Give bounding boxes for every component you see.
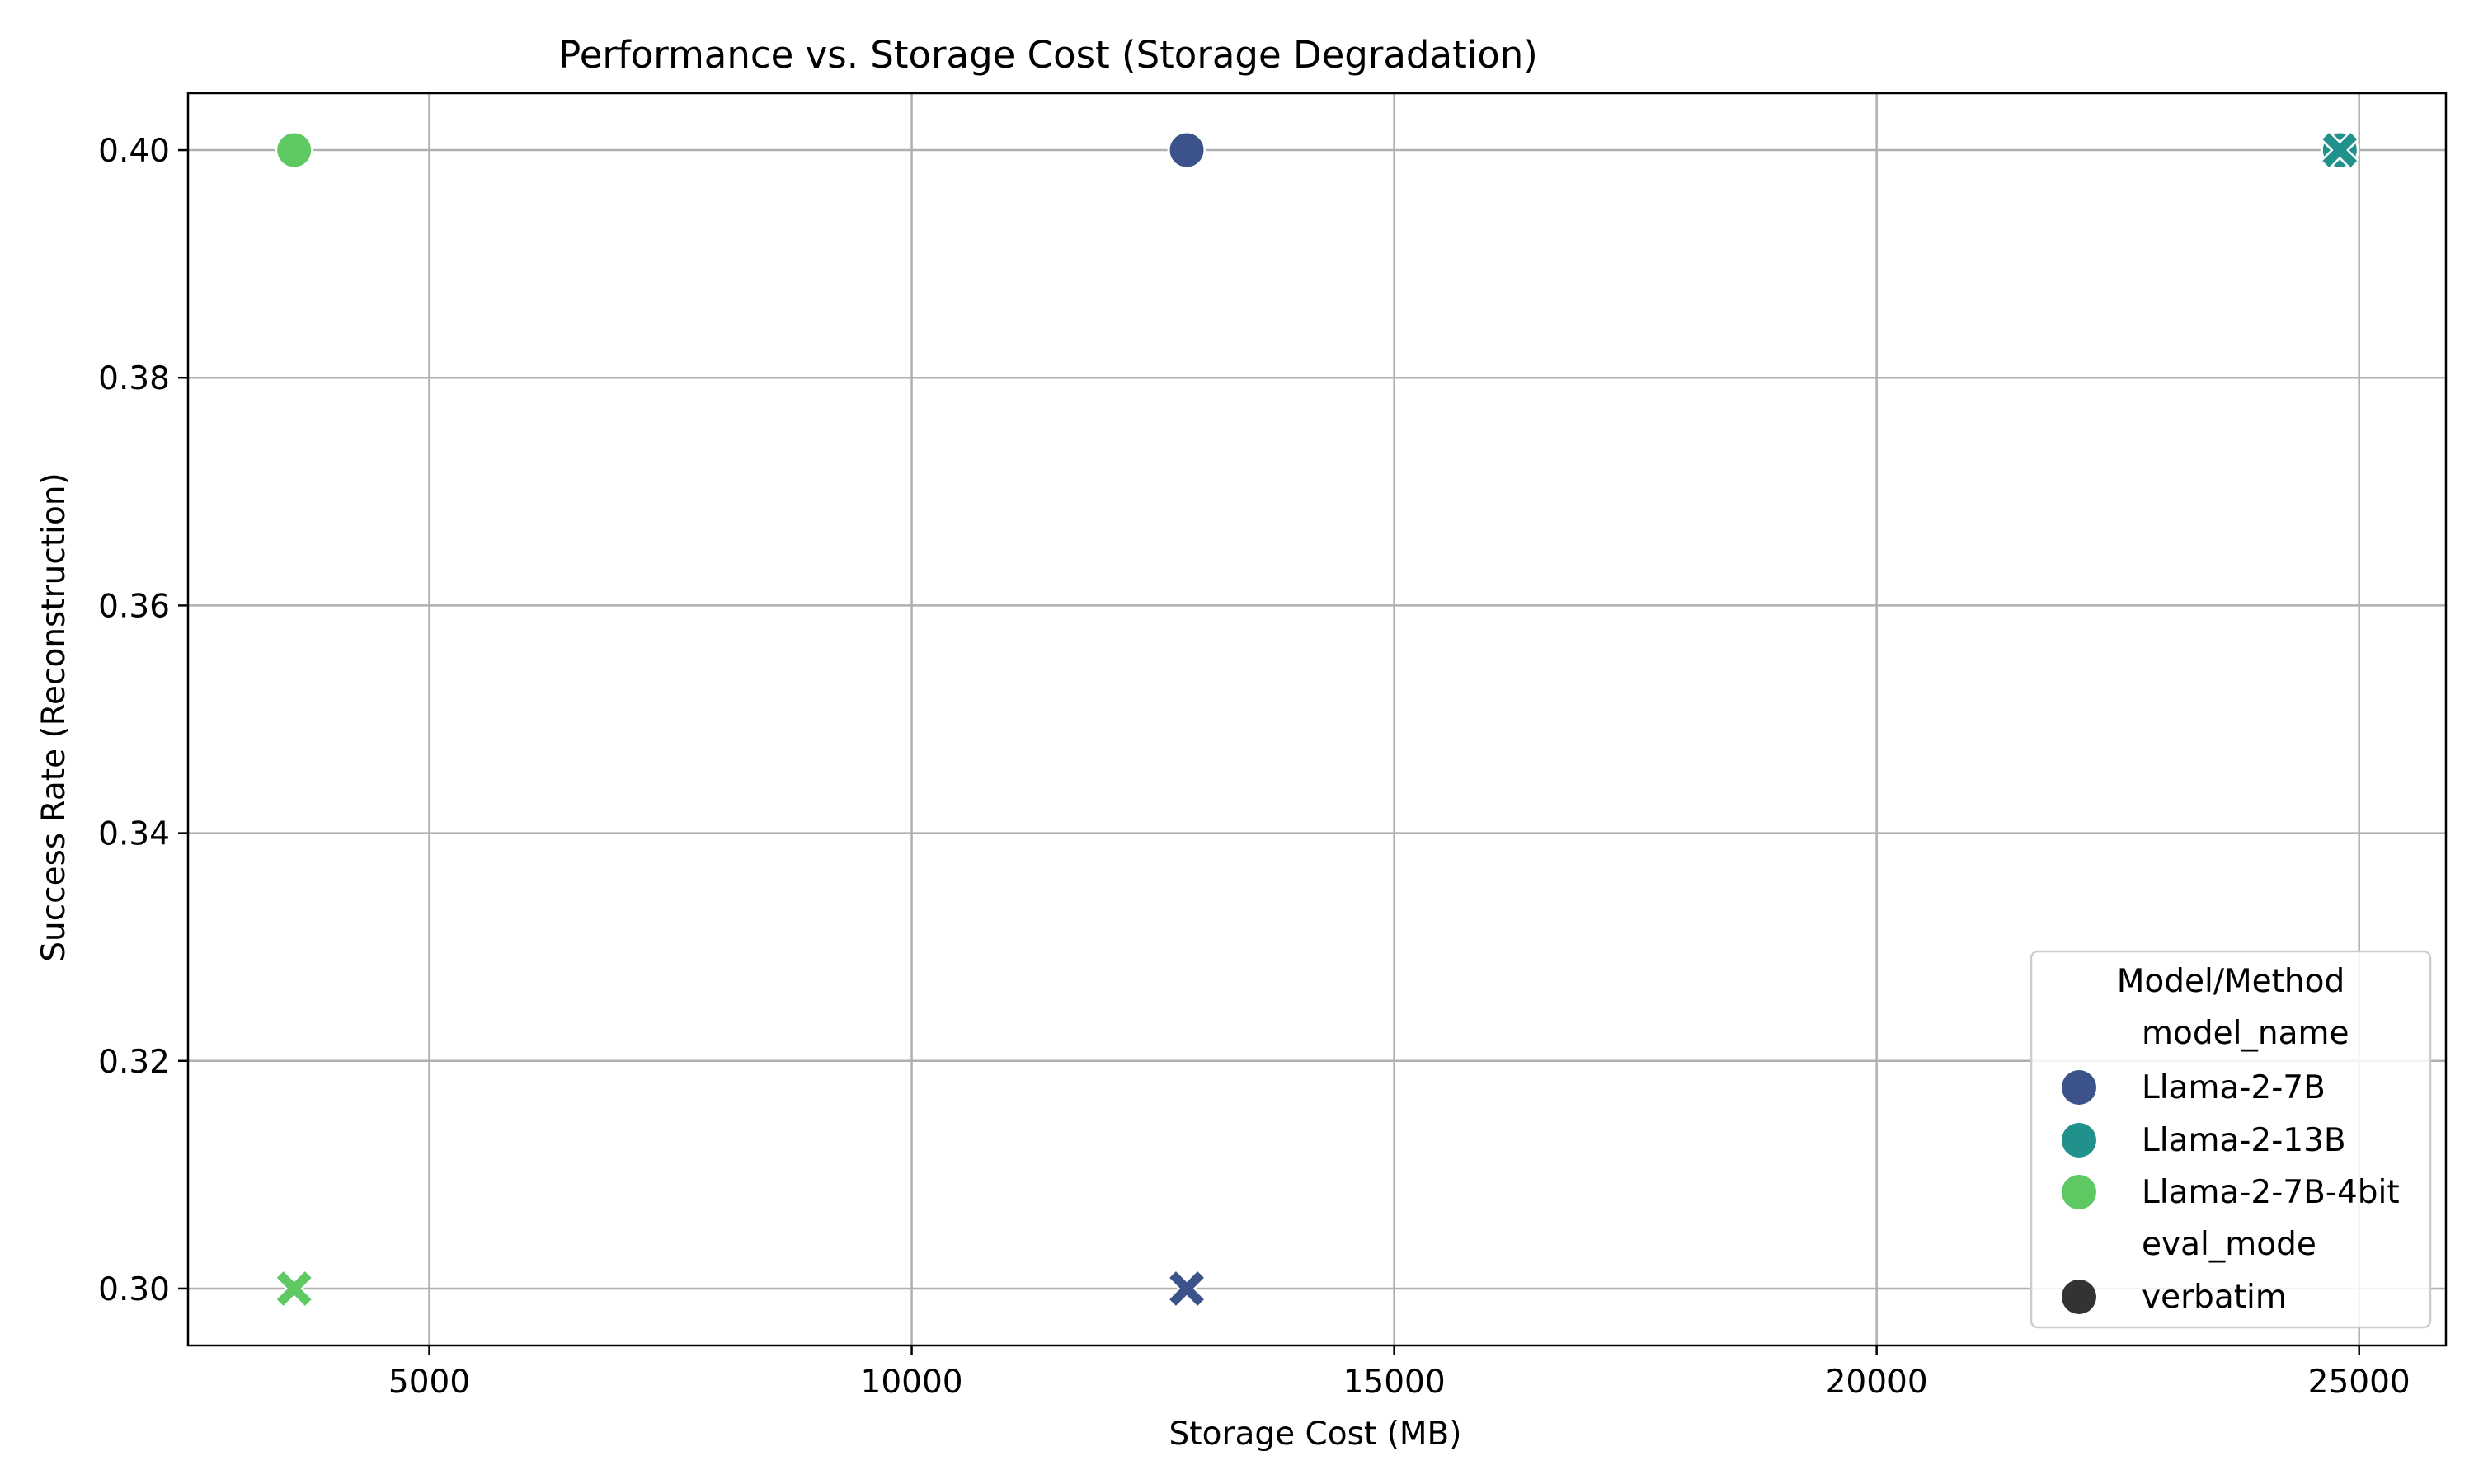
point-llama-2-7b-circle xyxy=(1167,130,1206,170)
x-tick-label: 5000 xyxy=(388,1364,470,1401)
point-llama-2-7b-4bit-x xyxy=(275,1270,313,1308)
y-tick-label: 0.36 xyxy=(98,588,170,625)
legend-hue-header: model_name xyxy=(2142,1015,2349,1052)
point-llama-2-7b-4bit-circle xyxy=(275,130,314,170)
x-tick-label: 10000 xyxy=(861,1364,963,1401)
plot-area-frame xyxy=(186,92,2448,1347)
legend-box xyxy=(2030,950,2432,1329)
x-axis-ticks: 5000 10000 15000 20000 25000 xyxy=(388,1345,2411,1401)
x-axis-label: Storage Cost (MB) xyxy=(1169,1416,1462,1453)
y-axis-label: Success Rate (Reconstruction) xyxy=(35,472,73,962)
y-tick-label: 0.30 xyxy=(98,1271,170,1308)
y-tick-label: 0.38 xyxy=(98,360,170,397)
x-tick-label: 15000 xyxy=(1343,1364,1446,1401)
legend-marker-llama-2-7b xyxy=(2062,1070,2096,1105)
point-llama-2-7b-x xyxy=(1168,1270,1206,1308)
data-points xyxy=(275,130,2359,1308)
y-axis-ticks: 0.30 0.32 0.34 0.36 0.38 0.40 xyxy=(98,133,188,1308)
y-tick-label: 0.40 xyxy=(98,133,170,170)
legend-marker-verbatim xyxy=(2062,1280,2096,1314)
legend-label-verbatim: verbatim xyxy=(2142,1279,2287,1316)
legend-marker-llama-2-7b-4bit xyxy=(2062,1175,2096,1209)
chart-title: Performance vs. Storage Cost (Storage De… xyxy=(558,33,1538,77)
y-tick-label: 0.34 xyxy=(98,816,170,853)
legend-label-llama-2-13b: Llama-2-13B xyxy=(2142,1122,2346,1159)
y-tick-label: 0.32 xyxy=(98,1044,170,1081)
legend-title: Model/Method xyxy=(2117,963,2345,1000)
x-tick-label: 25000 xyxy=(2308,1364,2411,1401)
x-tick-label: 20000 xyxy=(1826,1364,1928,1401)
legend-style-header: eval_mode xyxy=(2142,1226,2316,1263)
legend-label-llama-2-7b: Llama-2-7B xyxy=(2142,1069,2326,1106)
legend-label-llama-2-7b-4bit: Llama-2-7B-4bit xyxy=(2142,1174,2400,1211)
legend: Model/Method model_name Llama-2-7B Llama… xyxy=(2030,950,2432,1329)
point-llama-2-13b-x xyxy=(2321,131,2359,169)
legend-marker-llama-2-13b xyxy=(2062,1123,2096,1158)
